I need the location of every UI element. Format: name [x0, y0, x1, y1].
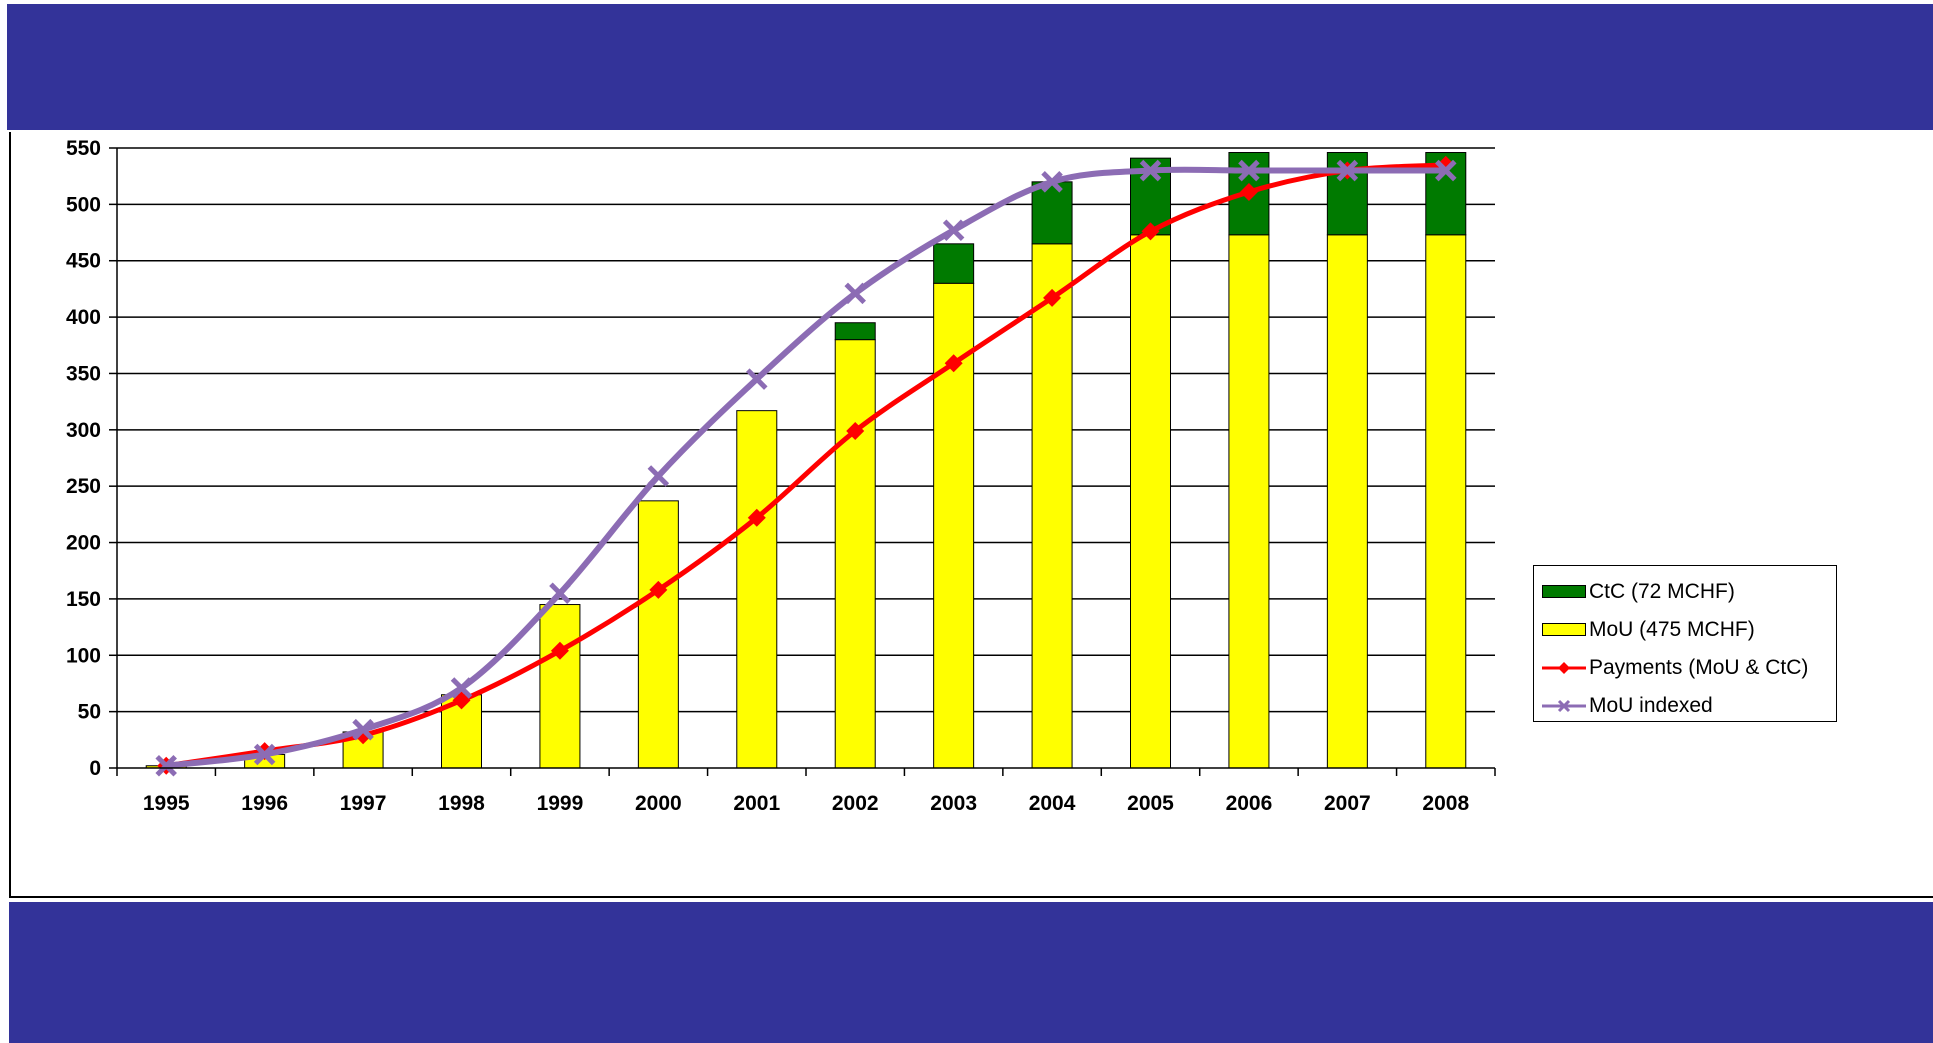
- mou-indexed-point: [1139, 159, 1162, 182]
- y-tick-label: 400: [66, 306, 101, 329]
- x-tick-label: 1995: [143, 792, 190, 815]
- legend-label: Payments (MoU & CtC): [1589, 656, 1809, 679]
- payments-point: [846, 421, 865, 440]
- y-tick-label: 50: [78, 701, 101, 724]
- x-tick-label: 1996: [241, 792, 288, 815]
- mou-indexed-point: [253, 743, 276, 766]
- series-lines: [155, 155, 1457, 777]
- payments-point: [1043, 288, 1062, 307]
- gridlines: [117, 147, 1495, 713]
- mou-indexed-point: [844, 282, 866, 305]
- y-tick-label: 150: [66, 588, 101, 611]
- legend-item-mou: MoU (475 MCHF): [1540, 611, 1836, 649]
- payments-point: [944, 354, 963, 373]
- bar-mou: [736, 410, 778, 769]
- x-tick-label: 2008: [1422, 792, 1469, 815]
- x-tick-label: 1997: [340, 792, 387, 815]
- payments-line: [165, 162, 1446, 769]
- mou-indexed-point: [1238, 159, 1260, 182]
- bar-mou: [539, 604, 581, 769]
- y-tick-label: 200: [66, 532, 101, 555]
- y-tick-label: 500: [66, 193, 101, 216]
- mou-indexed-point: [352, 718, 374, 741]
- x-tick-label: 1998: [438, 792, 485, 815]
- x-tick-label: 2000: [635, 792, 682, 815]
- mou-indexed-point: [1041, 171, 1063, 193]
- y-tick-label: 550: [66, 137, 101, 160]
- mou-indexed-point: [549, 582, 571, 605]
- y-tick-label: 100: [66, 644, 101, 667]
- mou-indexed-point: [450, 677, 473, 699]
- legend-swatch-ctc: [1540, 579, 1588, 605]
- chart-legend: CtC (72 MCHF) MoU (475 MCHF) Payments (M…: [1533, 565, 1837, 722]
- bar-ctc: [933, 243, 975, 284]
- bar-mou: [637, 500, 679, 769]
- mou-indexed-point: [942, 219, 965, 242]
- legend-item-ctc: CtC (72 MCHF): [1540, 573, 1836, 611]
- bar-mou: [1228, 234, 1270, 769]
- payments-point: [747, 508, 766, 527]
- bar-ctc: [834, 322, 876, 341]
- y-tick-label: 450: [66, 250, 101, 273]
- y-tick-label: 300: [66, 419, 101, 442]
- mou-indexed-point: [155, 754, 177, 777]
- footer-band: [9, 902, 1933, 1043]
- mou-indexed-point: [1336, 159, 1359, 182]
- bar-mou: [1326, 234, 1368, 769]
- x-tick-label: 1999: [537, 792, 584, 815]
- payments-point: [1141, 222, 1160, 241]
- legend-item-payments: Payments (MoU & CtC): [1540, 649, 1836, 687]
- bar-mou: [1425, 234, 1467, 769]
- y-tick-label: 250: [66, 475, 101, 498]
- legend-label: MoU (475 MCHF): [1589, 618, 1755, 641]
- legend-item-mou-indexed: MoU indexed: [1540, 687, 1836, 725]
- bar-ctc: [1326, 152, 1368, 236]
- legend-swatch-mou: [1540, 617, 1588, 643]
- mou-indexed-point: [746, 368, 768, 390]
- stacked-bar-line-chart: 0 50 100 150 200 250 300 350 400 450 500 550 1995 199…: [66, 137, 1496, 815]
- x-tick-label: 2004: [1029, 792, 1076, 815]
- legend-swatch-payments: [1540, 655, 1588, 681]
- x-tick-label: 2001: [733, 792, 780, 815]
- bar-mou: [1031, 243, 1073, 769]
- legend-label: MoU indexed: [1589, 694, 1713, 717]
- bar-mou: [1130, 234, 1171, 769]
- payments-point: [1239, 182, 1258, 201]
- bars: [145, 152, 1467, 769]
- mou-indexed-point: [647, 465, 670, 487]
- x-tick-label: 2002: [832, 792, 879, 815]
- legend-swatch-mou-indexed: [1540, 693, 1588, 719]
- bar-ctc: [1031, 181, 1073, 245]
- y-tick-label: 0: [89, 757, 101, 780]
- header-band: [7, 4, 1933, 130]
- payments-point: [550, 641, 569, 660]
- axes: 0 50 100 150 200 250 300 350 400 450 500 550 1995 199…: [66, 137, 1496, 815]
- chart-frame: 0 50 100 150 200 250 300 350 400 450 500 550 1995 199…: [9, 132, 1933, 898]
- x-tick-label: 2007: [1324, 792, 1371, 815]
- x-tick-label: 2006: [1226, 792, 1273, 815]
- mou-indexed-line: [165, 166, 1446, 769]
- y-tick-label: 350: [66, 362, 101, 385]
- x-tick-label: 2005: [1127, 792, 1174, 815]
- payments-point: [649, 580, 668, 599]
- legend-label: CtC (72 MCHF): [1589, 580, 1735, 603]
- x-tick-label: 2003: [930, 792, 977, 815]
- mou-indexed-point: [1435, 159, 1457, 182]
- bar-mou: [834, 339, 876, 769]
